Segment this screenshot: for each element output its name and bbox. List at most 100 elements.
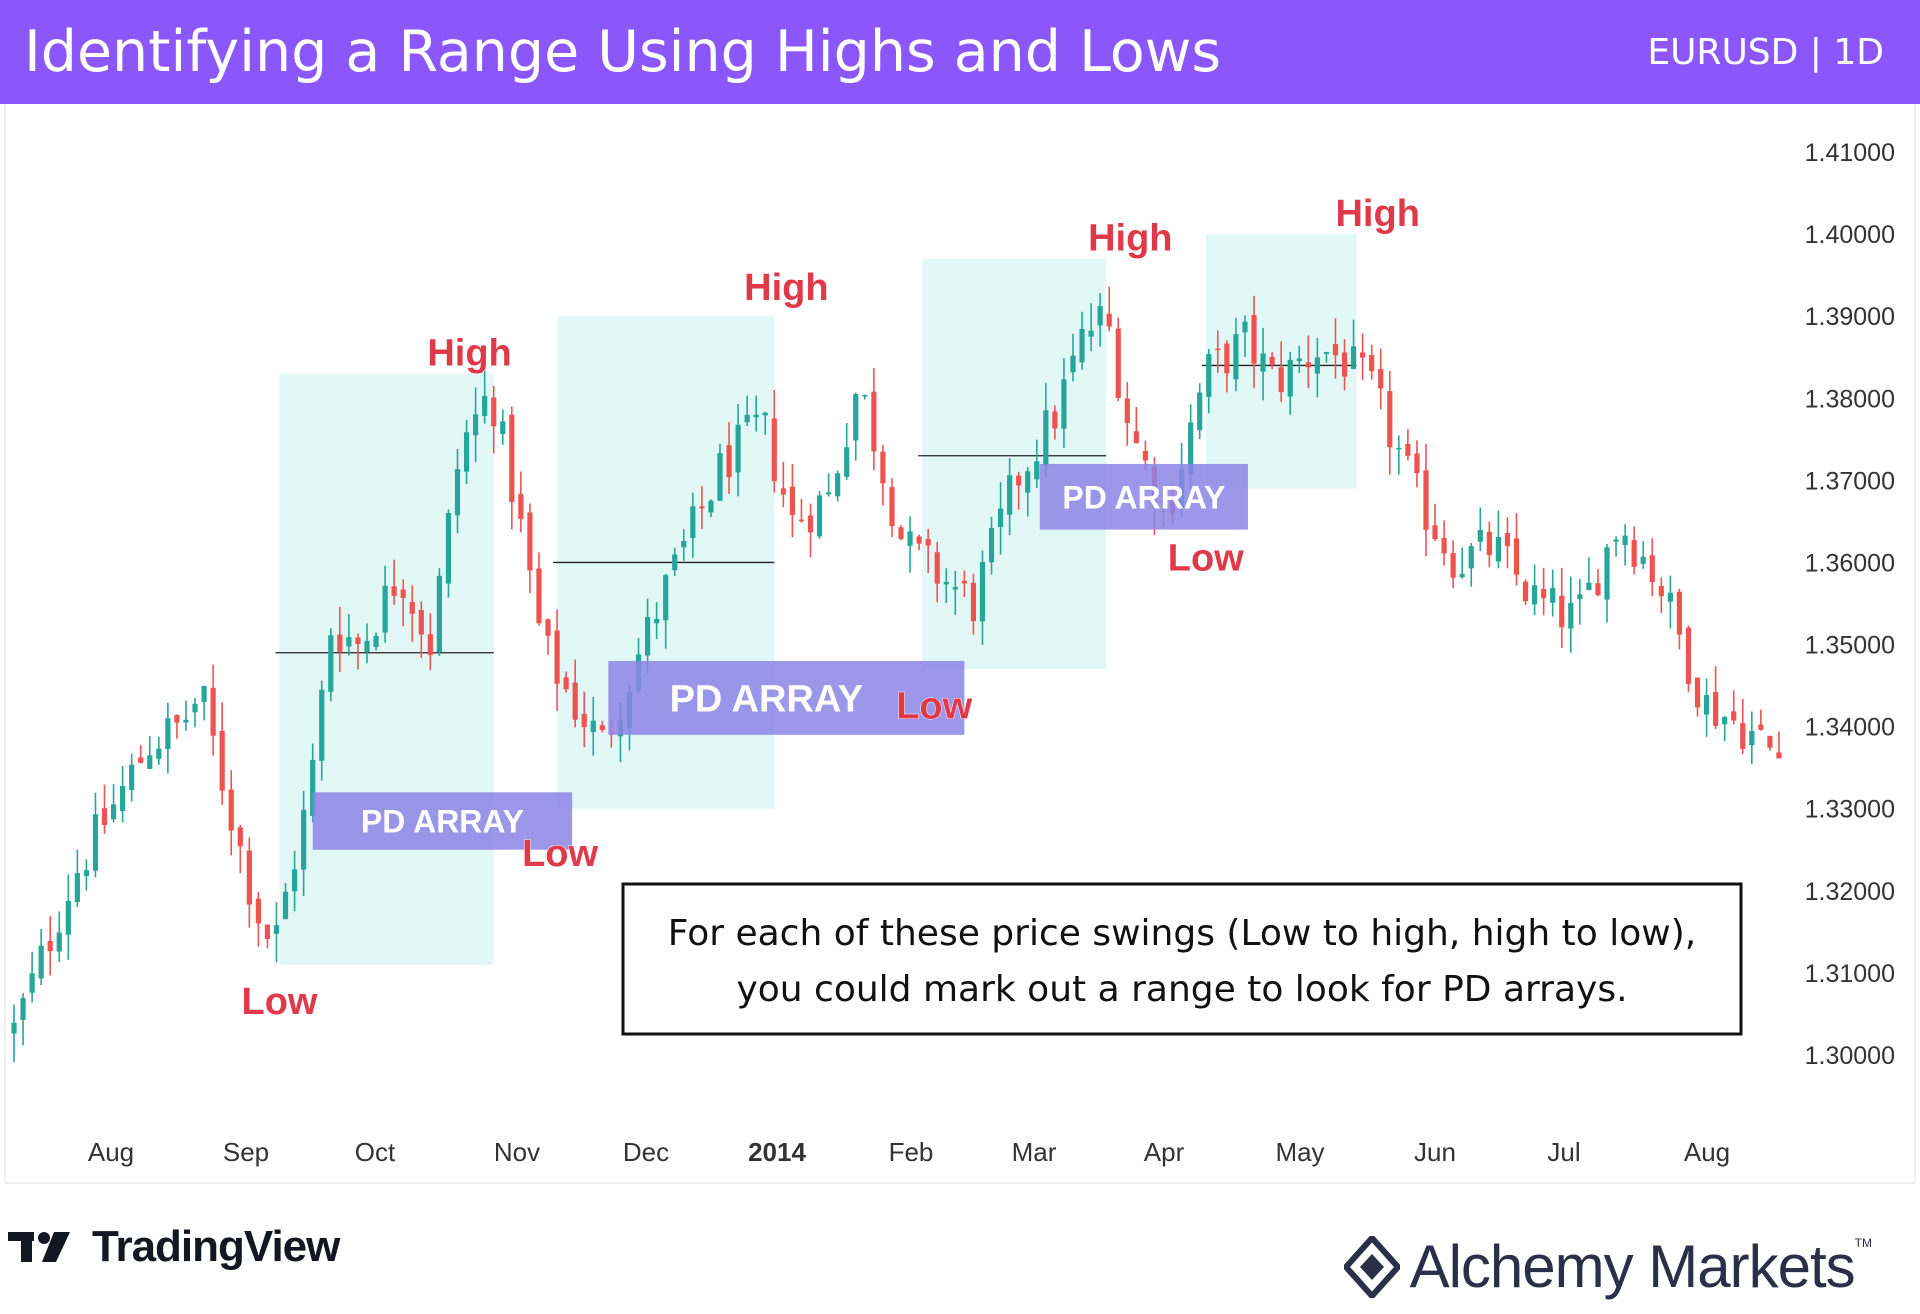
candle <box>156 736 162 766</box>
candle <box>1414 440 1420 488</box>
candle-body <box>1559 595 1565 628</box>
candle <box>1622 524 1628 566</box>
candle-body <box>961 580 967 584</box>
candle <box>101 784 108 834</box>
candle-body <box>1631 540 1637 567</box>
candle <box>654 602 660 640</box>
candle-body <box>1703 695 1710 715</box>
candle-body <box>165 718 171 749</box>
candle <box>1296 345 1302 374</box>
candle-body <box>1676 591 1683 635</box>
candle <box>907 516 913 573</box>
candle <box>898 525 904 541</box>
candle-body <box>1550 587 1556 603</box>
candle-body <box>1260 353 1266 372</box>
candle-body <box>1740 723 1746 749</box>
candle <box>454 448 461 534</box>
candle <box>1532 564 1538 615</box>
candle-body <box>726 445 732 478</box>
swing-label-low-4: Low <box>522 833 598 875</box>
candle <box>518 471 524 533</box>
candle <box>1025 467 1031 517</box>
candle <box>11 1004 17 1063</box>
y-tick-label: 1.41000 <box>1805 139 1895 167</box>
candle <box>1749 711 1755 764</box>
candle-body <box>156 748 162 759</box>
candle <box>1758 709 1764 731</box>
x-tick-label: Jun <box>1414 1137 1456 1167</box>
candle <box>563 671 569 693</box>
candle <box>1694 677 1701 717</box>
candle <box>110 784 117 823</box>
candle-body <box>1025 471 1031 493</box>
candle <box>762 411 768 435</box>
candle <box>681 529 687 561</box>
candle <box>129 753 135 802</box>
candle-body <box>826 492 832 495</box>
candle <box>1495 510 1501 569</box>
candle-body <box>264 924 271 940</box>
candle <box>1767 735 1773 751</box>
candle <box>1513 513 1520 586</box>
candle <box>1477 507 1483 551</box>
candle-body <box>1115 328 1121 398</box>
candle-body <box>1287 359 1293 397</box>
candle-body <box>862 394 868 397</box>
x-tick-label: Sep <box>223 1137 269 1167</box>
candle <box>853 392 859 461</box>
alchemy-wordmark: Alchemy Markets <box>1409 1233 1856 1300</box>
candle-body <box>1541 588 1547 599</box>
candle-body <box>228 789 234 831</box>
candle <box>970 573 977 635</box>
y-tick-label: 1.31000 <box>1805 960 1895 988</box>
candle <box>663 573 669 649</box>
candle-body <box>1685 627 1692 684</box>
candle <box>952 570 958 615</box>
candle-body <box>129 764 135 790</box>
candle-body <box>572 682 578 720</box>
candle-body <box>373 635 379 647</box>
candle-body <box>1341 352 1348 377</box>
candle-body <box>255 898 261 924</box>
candle-body <box>672 554 678 571</box>
candle <box>1124 382 1130 446</box>
candle <box>961 570 967 598</box>
candle <box>1341 339 1348 391</box>
candle <box>1305 335 1311 389</box>
candle <box>581 691 587 748</box>
candle-body <box>1450 553 1456 578</box>
candle-body <box>699 506 705 509</box>
candle <box>717 443 723 501</box>
candle-body <box>1595 583 1601 596</box>
candle <box>536 552 542 626</box>
candle-body <box>445 513 452 584</box>
pd-array-boxes: PD ARRAY PD ARRAY PD ARRAY <box>312 463 1248 850</box>
candle <box>1043 382 1049 477</box>
annotation-line-1: For each of these price swings (Low to h… <box>668 913 1696 954</box>
candle <box>473 387 479 463</box>
candle <box>74 849 80 908</box>
candle-body <box>952 586 958 590</box>
candle <box>1450 540 1456 589</box>
candle <box>1432 503 1438 541</box>
candle-body <box>844 447 850 477</box>
candle <box>644 598 651 674</box>
candle-body <box>1495 536 1501 562</box>
candle-body <box>174 714 180 723</box>
candle <box>29 952 35 1003</box>
candle-body <box>1278 367 1284 393</box>
candle-body <box>581 713 587 728</box>
candle <box>988 516 995 575</box>
candle <box>418 601 424 659</box>
candle-body <box>29 973 35 993</box>
swing-label-high-1: High <box>427 332 511 374</box>
candle <box>400 579 406 627</box>
candle-body <box>337 634 343 652</box>
candle-body <box>1034 461 1040 480</box>
y-tick-label: 1.37000 <box>1805 467 1895 495</box>
candle <box>1233 317 1239 392</box>
x-tick-label: Aug <box>1684 1137 1730 1167</box>
candle-body <box>1513 538 1520 575</box>
candle-body <box>1061 379 1067 429</box>
candle-body <box>925 539 931 546</box>
